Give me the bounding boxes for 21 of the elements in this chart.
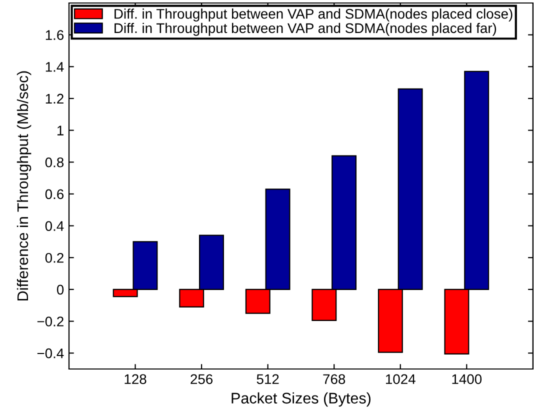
y-tick-label: −0.2 <box>37 316 64 326</box>
y-tick-label: 0 <box>56 284 64 295</box>
x-axis-title: Packet Sizes (Bytes) <box>232 392 370 407</box>
y-tick-label: −0.4 <box>37 348 64 358</box>
y-axis-title: Difference in Throughput (Mb/sec) <box>16 71 32 300</box>
y-tick-label: 1.2 <box>46 94 64 104</box>
x-tick-label: 1400 <box>452 374 482 384</box>
y-tick-label: 1.4 <box>46 62 64 72</box>
x-tick-label: 768 <box>323 374 346 384</box>
x-tick-label: 128 <box>124 374 146 384</box>
y-tick-label: 0.4 <box>45 221 64 231</box>
x-tick-label: 256 <box>190 374 213 384</box>
y-tick-label: 1.6 <box>46 30 64 40</box>
legend-label: Diff. in Throughput between VAP and SDMA(nodes placed close) <box>114 8 512 22</box>
x-tick-label: 512 <box>256 374 279 384</box>
x-tick-label: 1024 <box>386 374 416 384</box>
y-tick-label: 1 <box>57 126 64 136</box>
y-tick-label: 0.6 <box>45 189 64 200</box>
y-tick-label: 0.2 <box>45 252 64 263</box>
legend-label: Diff. in Throughput between VAP and SDMA(nodes placed far) <box>114 22 496 36</box>
y-tick-label: 0.8 <box>45 157 64 168</box>
